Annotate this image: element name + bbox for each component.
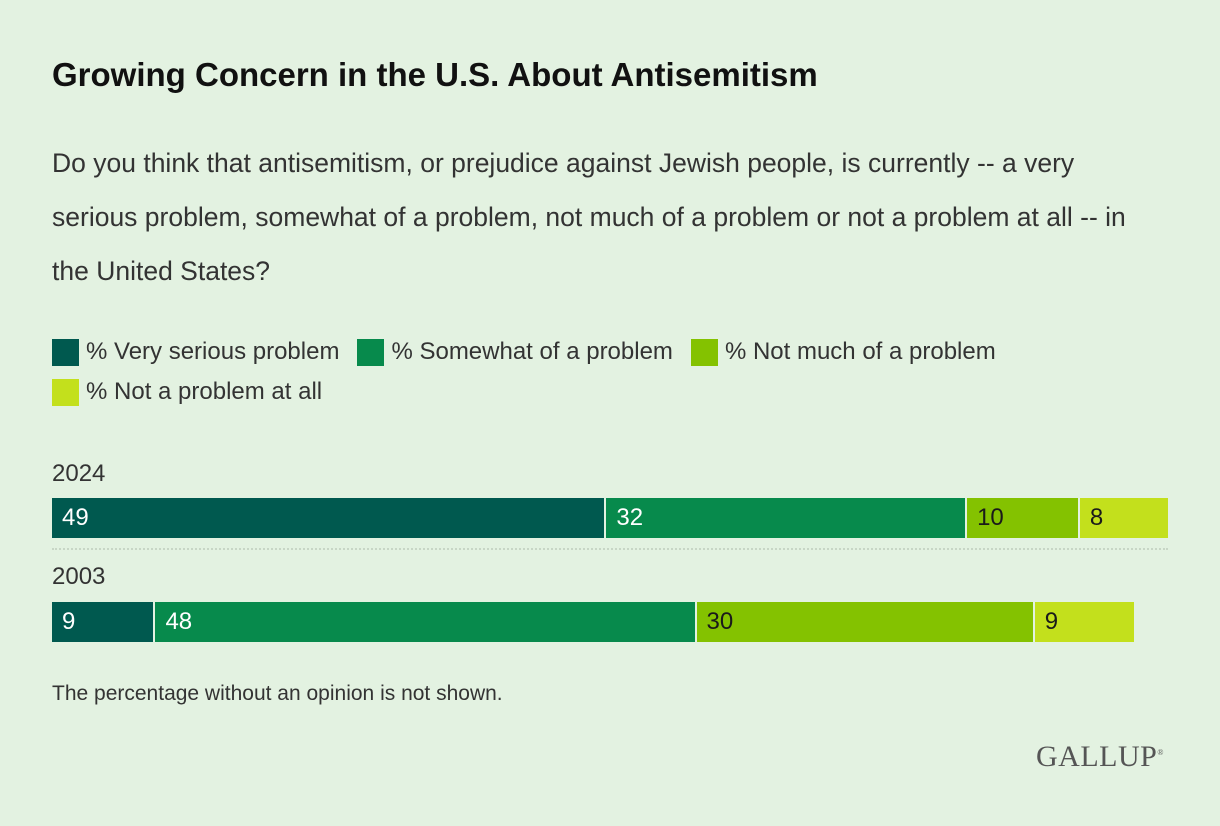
chart-subtitle: Do you think that antisemitism, or preju… [52, 148, 1126, 286]
category-label: 2003 [52, 563, 106, 590]
legend-swatch [357, 338, 385, 366]
legend-item: % Not a problem at all [52, 376, 322, 408]
bar-segment: 10 [967, 498, 1078, 538]
footnote: The percentage without an opinion is not… [52, 682, 503, 705]
data-label: 9 [1044, 608, 1059, 635]
legend-swatch [52, 338, 79, 366]
data-label: 10 [977, 504, 1004, 531]
bar-segment: 48 [155, 602, 695, 642]
chart-title: Growing Concern in the U.S. About Antise… [52, 56, 818, 93]
bar-segment: 9 [1034, 602, 1135, 642]
gallup-logo: GALLUP® [1036, 740, 1164, 773]
legend-label: % Not a problem at all [86, 378, 323, 405]
data-label: 8 [1089, 504, 1104, 531]
legend: % Very serious problem % Somewhat of a pr… [52, 336, 1182, 416]
data-label: 9 [62, 608, 76, 635]
legend-item: % Not much of a problem [690, 336, 996, 368]
bar-segment: 8 [1079, 498, 1168, 538]
legend-item: % Very serious problem [52, 336, 339, 368]
legend-label: % Not much of a problem [724, 338, 996, 365]
data-label: 32 [616, 504, 644, 531]
category-label: 2024 [52, 460, 106, 487]
legend-swatch [52, 378, 79, 406]
row-divider [52, 548, 1168, 550]
bar-segment: 30 [696, 602, 1033, 642]
data-label: 48 [165, 608, 193, 635]
bar-segment: 49 [52, 498, 605, 538]
data-label: 49 [62, 504, 89, 531]
legend-label: % Somewhat of a problem [391, 338, 673, 365]
logo-text: GALLUP [1036, 740, 1158, 773]
legend-item: % Somewhat of a problem [357, 336, 673, 368]
legend-swatch [690, 338, 718, 366]
bar-segment: 9 [52, 602, 154, 642]
data-label: 30 [706, 608, 734, 635]
legend-label: % Very serious problem [86, 338, 340, 365]
bar-segment: 32 [606, 498, 966, 538]
